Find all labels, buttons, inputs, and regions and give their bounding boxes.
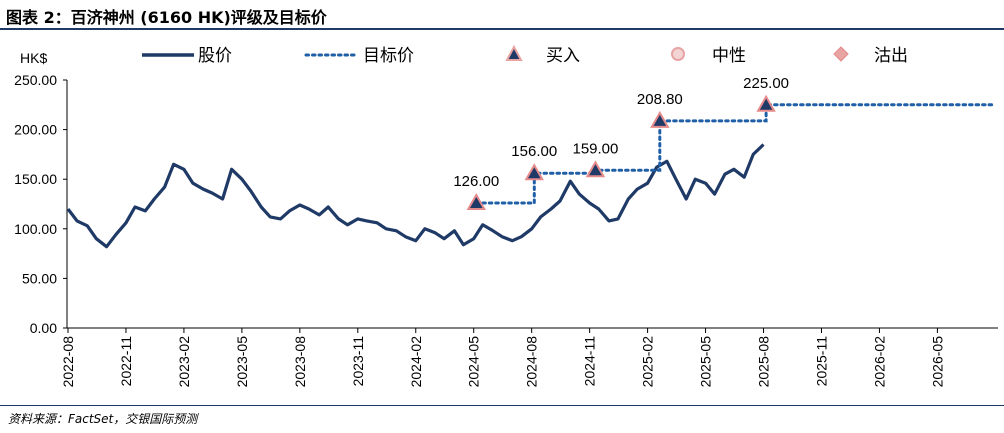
- target-price-label: 159.00: [572, 140, 618, 157]
- legend-neutral-icon: [671, 47, 685, 61]
- y-tick-label: 200.00: [14, 122, 57, 138]
- target-price-label: 225.00: [743, 75, 789, 92]
- target-price-label: 208.80: [637, 91, 683, 108]
- legend-price-label: 股价: [198, 46, 232, 66]
- x-tick-label: 2026-05: [929, 336, 945, 388]
- x-tick-label: 2025-05: [698, 336, 714, 388]
- buy-rating-marker: [524, 163, 544, 181]
- buy-rating-marker: [585, 160, 606, 178]
- legend-target-label: 目标价: [363, 46, 414, 66]
- buy-rating-marker: [466, 192, 487, 211]
- legend-buy-label: 买入: [546, 46, 580, 66]
- buy-rating-marker: [756, 94, 776, 112]
- x-tick-label: 2024-05: [466, 336, 482, 388]
- source-divider: [0, 405, 1004, 406]
- x-tick-label: 2024-08: [524, 336, 540, 388]
- chart-title: 图表 2：百济神州 (6160 HK)评级及目标价: [6, 8, 327, 27]
- price-line: [66, 143, 765, 249]
- target-price-label: 156.00: [511, 143, 557, 160]
- x-tick-label: 2023-08: [292, 336, 308, 388]
- x-tick-label: 2025-08: [756, 336, 772, 388]
- price-chart: 股价 目标价 买入 中性 沽出 250.00 200.00 150.00 100.00 50.0…: [14, 44, 998, 387]
- y-tick-label: 0.00: [30, 320, 57, 336]
- legend: 股价 目标价 买入 中性 沽出: [142, 44, 908, 66]
- y-axis-label: HK$: [20, 50, 47, 66]
- legend-sell-icon: [833, 46, 849, 62]
- y-tick-label: 50.00: [22, 270, 57, 286]
- y-tick-label: 100.00: [14, 221, 57, 237]
- title-divider: [0, 28, 1004, 30]
- x-tick-label: 2022-08: [60, 336, 76, 388]
- x-tick-label: 2026-02: [871, 336, 887, 388]
- x-tick-label: 2025-11: [813, 336, 829, 387]
- legend-neutral-label: 中性: [712, 46, 746, 66]
- x-tick-label: 2024-11: [582, 336, 598, 387]
- x-tick-label: 2025-02: [640, 336, 656, 388]
- x-tick-label: 2024-02: [408, 336, 424, 388]
- x-tick-label: 2022-11: [118, 336, 134, 387]
- axes: 250.00 200.00 150.00 100.00 50.00 0.00 HK$ 2022…: [14, 50, 998, 387]
- y-tick-label: 150.00: [14, 171, 57, 187]
- buy-rating-marker: [650, 110, 670, 128]
- target-price-line: [474, 103, 997, 205]
- target-price-label: 126.00: [453, 173, 499, 190]
- source-note: 资料来源：FactSet，交银国际预测: [8, 412, 198, 426]
- legend-buy-icon: [505, 44, 523, 61]
- y-tick-label: 250.00: [14, 72, 57, 88]
- legend-sell-label: 沽出: [874, 46, 908, 66]
- x-tick-label: 2023-05: [234, 336, 250, 388]
- plot-area: 126.00 156.00 159.00 208.80 225.00: [66, 75, 997, 249]
- x-tick-label: 2023-02: [176, 336, 192, 388]
- x-tick-label: 2023-11: [350, 336, 366, 387]
